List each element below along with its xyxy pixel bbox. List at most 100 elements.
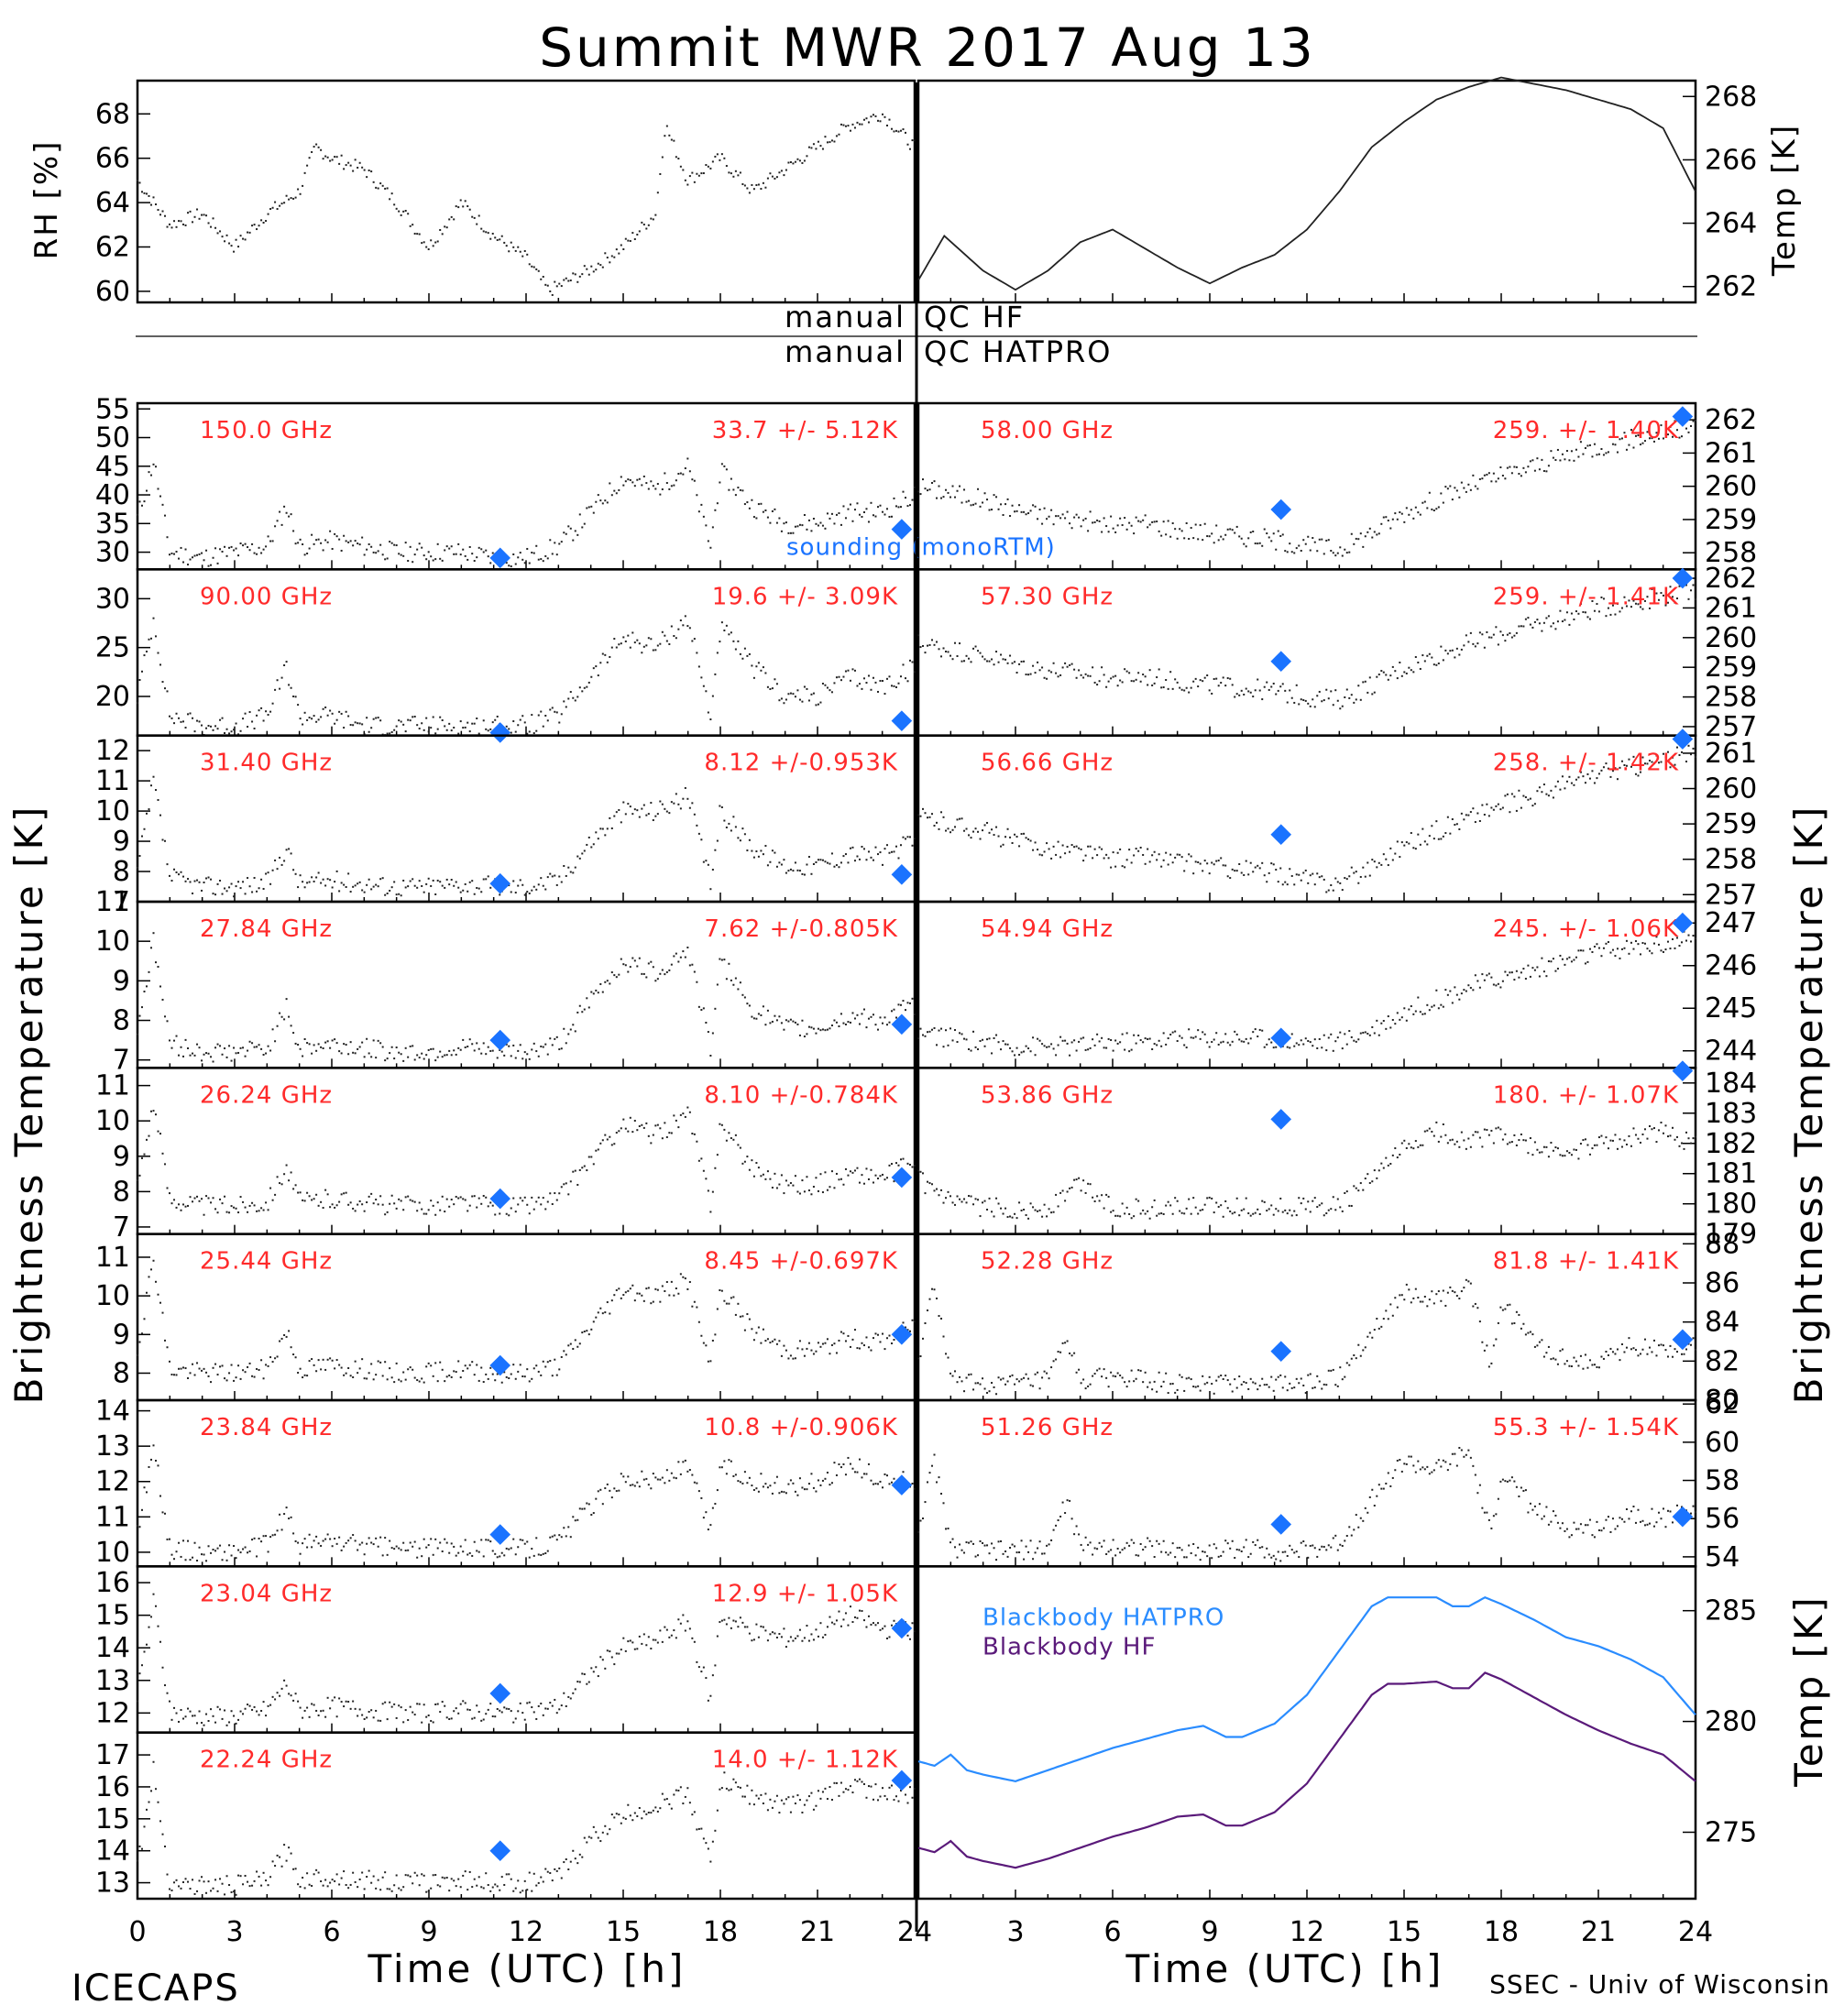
rh-panel-dot bbox=[719, 159, 721, 161]
right-panel-0-dot bbox=[1646, 431, 1649, 433]
right-panel-0-dot bbox=[1316, 550, 1319, 553]
left-panel-1-dot bbox=[601, 652, 604, 655]
right-panel-4-dot bbox=[1586, 1144, 1589, 1146]
rh-panel-dot bbox=[902, 128, 905, 131]
right-panel-2-dot bbox=[1385, 858, 1388, 860]
left-panel-4-dot bbox=[803, 1190, 806, 1193]
right-panel-1-dot bbox=[1174, 678, 1177, 681]
right-panel-2-dot bbox=[1545, 793, 1548, 795]
left-panel-0-dot bbox=[311, 533, 313, 536]
left-panel-5-dot bbox=[838, 1339, 840, 1342]
left-panel-4-dot bbox=[734, 1134, 737, 1136]
left-panel-4-dot bbox=[352, 1207, 355, 1210]
left-panel-0-dot bbox=[597, 494, 599, 497]
right-panel-2-stat: 258. +/- 1.42K bbox=[1493, 750, 1679, 777]
right-panel-5-dot bbox=[1554, 1358, 1557, 1361]
left-panel-3-dot bbox=[182, 1055, 185, 1057]
left-panel-2-dot bbox=[409, 880, 412, 882]
left-panel-5-dots bbox=[137, 1259, 916, 1384]
right-panel-1-dot bbox=[1550, 625, 1553, 628]
left-panel-0-dot bbox=[212, 556, 214, 559]
right-panel-3-dot bbox=[1313, 1038, 1316, 1041]
right-panel-0-dot bbox=[1619, 438, 1621, 441]
left-panel-1-dot bbox=[402, 723, 405, 726]
left-panel-1-dot bbox=[169, 715, 171, 718]
right-panel-0-dot bbox=[1467, 483, 1470, 486]
left-panel-1-dot bbox=[335, 718, 338, 721]
right-panel-1-dot bbox=[1103, 674, 1105, 676]
left-panel-5-dot bbox=[354, 1360, 357, 1363]
left-panel-4-dot bbox=[531, 1196, 533, 1199]
right-panel-3-dot bbox=[1015, 1046, 1018, 1049]
right-panel-4-dot bbox=[1454, 1143, 1456, 1145]
left-panel-2-dot bbox=[766, 864, 769, 867]
right-panel-3-dot bbox=[1556, 968, 1559, 970]
left-panel-2-dot bbox=[137, 866, 138, 869]
left-panel-5-dot bbox=[175, 1374, 178, 1376]
left-panel-1-dot bbox=[618, 643, 620, 646]
right-panel-5-ytick-label: 86 bbox=[1705, 1267, 1740, 1299]
left-panel-5-dot bbox=[425, 1365, 428, 1368]
left-panel-4-dot bbox=[732, 1138, 735, 1141]
right-panel-1-dot bbox=[1084, 673, 1087, 675]
right-panel-2-dot bbox=[1522, 794, 1525, 797]
left-panel-2-dot bbox=[299, 874, 302, 877]
right-panel-3-dot bbox=[1474, 974, 1476, 977]
left-panel-4-dot bbox=[821, 1191, 824, 1194]
right-panel-5-dot bbox=[1444, 1304, 1447, 1307]
right-panel-0-dot bbox=[1057, 515, 1059, 518]
left-panel-3-dot bbox=[178, 1054, 181, 1057]
left-panel-2-dot bbox=[216, 882, 219, 885]
right-panel-4-dot bbox=[1162, 1212, 1165, 1215]
rh-panel-dot bbox=[801, 161, 804, 164]
left-panel-3-dot bbox=[311, 1052, 313, 1055]
right-panel-5-dot bbox=[1185, 1377, 1188, 1380]
left-panel-5-dot bbox=[618, 1287, 620, 1290]
right-panel-0-dot bbox=[1038, 509, 1041, 511]
left-panel-2-dot bbox=[743, 833, 746, 836]
left-panel-5-dot bbox=[587, 1333, 590, 1336]
right-panel-1-dot bbox=[1451, 649, 1454, 652]
right-panel-2-dot bbox=[993, 834, 995, 837]
left-panel-5-dot bbox=[343, 1374, 346, 1376]
right-panel-2-dot bbox=[1105, 853, 1108, 856]
right-panel-2-dot bbox=[1529, 797, 1531, 800]
left-panel-5-dot bbox=[829, 1353, 831, 1355]
right-panel-4-dot bbox=[1564, 1155, 1566, 1157]
left-panel-3-dot bbox=[271, 1028, 274, 1031]
right-panel-3-dot bbox=[1073, 1039, 1076, 1042]
right-panel-0-dot bbox=[1414, 506, 1417, 509]
right-panel-5-dot bbox=[1472, 1305, 1475, 1308]
left-panel-0-dot bbox=[517, 556, 520, 559]
right-panel-1-dot bbox=[1334, 689, 1337, 692]
left-panel-4-dot bbox=[468, 1204, 471, 1207]
left-panel-1-dot bbox=[645, 644, 648, 647]
left-panel-4-dot bbox=[413, 1200, 416, 1203]
left-panel-5-dot bbox=[205, 1371, 208, 1374]
left-panel-2-dot bbox=[535, 888, 538, 891]
left-panel-5-dot bbox=[505, 1375, 508, 1378]
left-panel-1-dot bbox=[806, 687, 808, 690]
left-panel-2-dot bbox=[604, 834, 607, 837]
left-panel-1-dot bbox=[546, 719, 549, 722]
right-panel-3-dot bbox=[1084, 1048, 1087, 1051]
left-panel-0-dot bbox=[806, 528, 808, 531]
right-panel-5-dot bbox=[1275, 1378, 1278, 1381]
left-panel-4-dot bbox=[906, 1162, 909, 1165]
left-panel-0-dot bbox=[785, 521, 787, 524]
left-panel-0-dot bbox=[363, 553, 366, 556]
left-panel-5-dot bbox=[349, 1375, 352, 1377]
left-panel-4-dot bbox=[279, 1182, 281, 1185]
right-panel-1-dot bbox=[1279, 685, 1282, 688]
left-panel-3-dot bbox=[173, 1039, 176, 1042]
right-panel-4-dot bbox=[936, 1188, 938, 1190]
left-panel-2-dot bbox=[865, 859, 868, 861]
left-panel-1-dot bbox=[748, 652, 751, 655]
right-panel-1-dot bbox=[1394, 670, 1397, 673]
left-panel-5-dot bbox=[317, 1359, 320, 1362]
right-panel-1-dot bbox=[1316, 695, 1319, 697]
right-panel-5-dot bbox=[1639, 1353, 1641, 1355]
left-panel-3-dot bbox=[810, 1026, 813, 1029]
right-panel-5-dot bbox=[1573, 1356, 1575, 1359]
right-panel-3-dot bbox=[1680, 941, 1683, 944]
